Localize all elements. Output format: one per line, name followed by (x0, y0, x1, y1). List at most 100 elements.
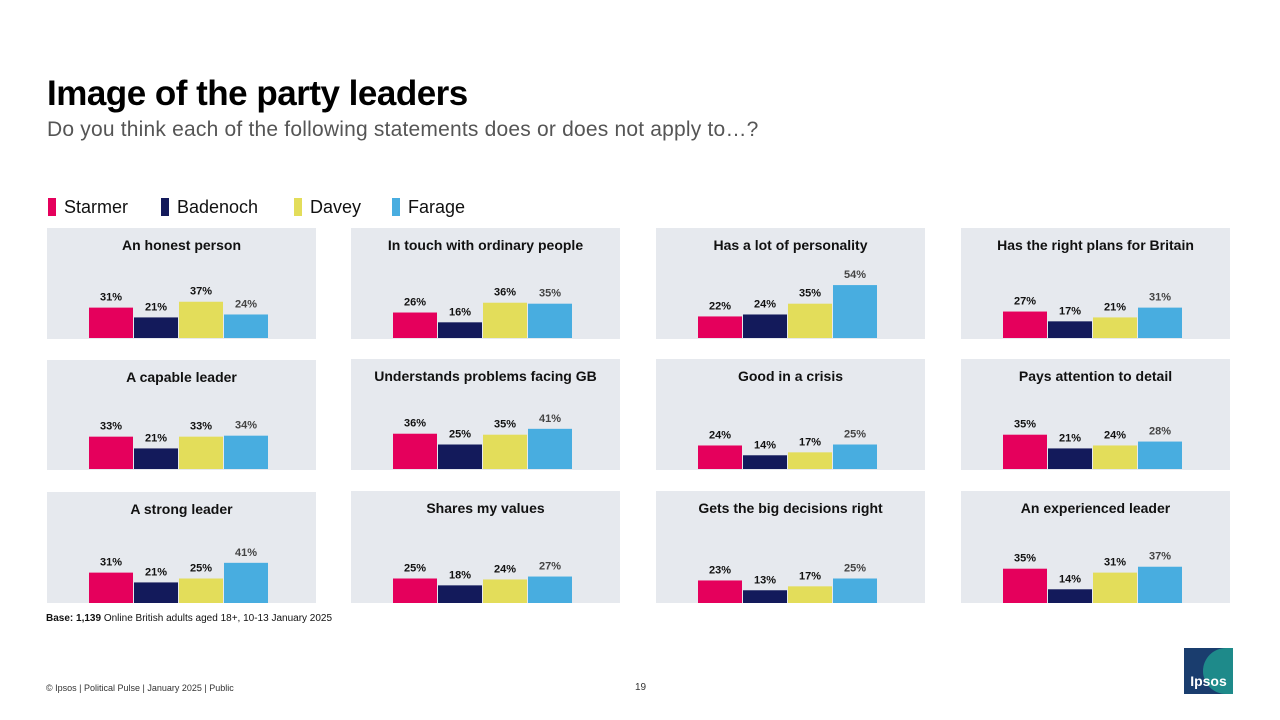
bar-farage (833, 578, 877, 603)
chart-panel: 31% 21% 37% 24% An honest person (47, 228, 316, 339)
bar-farage (833, 444, 877, 469)
data-label-starmer: 35% (1014, 553, 1036, 565)
panel-title: In touch with ordinary people (387, 237, 584, 253)
panel-title: A capable leader (126, 369, 237, 385)
bar-davey (788, 586, 832, 603)
panel-bars: 36% 25% 35% 41% (393, 413, 572, 469)
data-label-badenoch: 16% (449, 306, 471, 318)
bar-badenoch (134, 448, 178, 469)
panel-bars: 35% 21% 24% 28% (1003, 419, 1182, 469)
legend-swatch-farage (392, 198, 400, 216)
data-label-davey: 37% (190, 286, 212, 298)
panel-bars: 31% 21% 25% 41% (89, 547, 268, 603)
bar-starmer (698, 445, 742, 469)
bar-davey (179, 436, 223, 469)
base-note: Base: 1,139 Online British adults aged 1… (46, 613, 332, 624)
panel-bars: 23% 13% 17% 25% (698, 563, 877, 603)
legend-item-davey: Davey (294, 196, 361, 218)
bar-davey (1093, 572, 1137, 603)
data-label-davey: 17% (799, 436, 821, 448)
chart-panel: 35% 14% 31% 37% An experienced leader (961, 491, 1230, 603)
data-label-badenoch: 25% (449, 429, 471, 441)
data-label-farage: 34% (235, 420, 257, 432)
data-label-farage: 37% (1149, 551, 1171, 563)
bar-starmer (698, 316, 742, 338)
bar-davey (483, 434, 527, 469)
bar-starmer (89, 572, 133, 603)
data-label-badenoch: 14% (1059, 573, 1081, 585)
data-label-badenoch: 14% (754, 439, 776, 451)
data-label-farage: 41% (539, 413, 561, 425)
legend-label-badenoch: Badenoch (177, 196, 259, 217)
data-label-davey: 24% (494, 563, 516, 575)
legend-swatch-davey (294, 198, 302, 216)
data-label-badenoch: 21% (145, 432, 167, 444)
data-label-farage: 54% (844, 269, 866, 281)
bar-badenoch (1048, 589, 1092, 603)
bar-badenoch (743, 314, 787, 338)
data-label-starmer: 36% (404, 418, 426, 430)
bar-davey (788, 303, 832, 338)
bar-davey (483, 579, 527, 603)
legend-label-starmer: Starmer (64, 196, 129, 217)
data-label-starmer: 33% (100, 421, 122, 433)
data-label-starmer: 25% (404, 563, 426, 575)
panel-title: Shares my values (426, 500, 545, 516)
bar-badenoch (134, 317, 178, 338)
data-label-davey: 21% (1104, 301, 1126, 313)
chart-panel: 36% 25% 35% 41% Understands problems facing… (351, 359, 620, 470)
data-label-badenoch: 13% (754, 574, 776, 586)
data-label-davey: 25% (190, 563, 212, 575)
bar-davey (1093, 317, 1137, 338)
chart-panel: 31% 21% 25% 41% A strong leader (47, 492, 316, 603)
data-label-badenoch: 18% (449, 569, 471, 581)
bar-davey (1093, 445, 1137, 469)
data-label-badenoch: 17% (1059, 305, 1081, 317)
data-label-davey: 17% (799, 570, 821, 582)
bar-starmer (1003, 311, 1047, 338)
chart-panel: 22% 24% 35% 54% Has a lot of personality (656, 228, 925, 339)
bar-farage (224, 435, 268, 469)
panel-title: Pays attention to detail (1018, 368, 1173, 384)
bar-farage (528, 576, 572, 603)
data-label-davey: 31% (1104, 557, 1126, 569)
panel-title: Understands problems facing GB (374, 368, 597, 384)
footer-copyright: © Ipsos | Political Pulse | January 2025… (46, 683, 234, 693)
data-label-farage: 28% (1149, 426, 1171, 438)
bar-farage (224, 562, 268, 603)
legend-swatch-starmer (48, 198, 56, 216)
panel-title: Has a lot of personality (713, 237, 868, 253)
data-label-starmer: 31% (100, 557, 122, 569)
panel-bars: 26% 16% 36% 35% (393, 287, 572, 338)
base-label: Base: (46, 613, 74, 624)
chart-panel: 35% 21% 24% 28% Pays attention to detail (961, 359, 1230, 470)
page-title: Image of the party leaders (47, 74, 468, 113)
base-text: Online British adults aged 18+, 10-13 Ja… (103, 613, 333, 624)
data-label-farage: 27% (539, 561, 561, 573)
chart-panel: 27% 17% 21% 31% Has the right plans for Bri… (961, 228, 1230, 339)
data-label-davey: 35% (494, 419, 516, 431)
panel-bars: 25% 18% 24% 27% (393, 561, 572, 603)
bar-farage (1138, 441, 1182, 469)
legend-label-davey: Davey (310, 196, 362, 217)
panel-title: Good in a crisis (737, 368, 844, 384)
panel-bars: 24% 14% 17% 25% (698, 429, 877, 469)
data-label-davey: 24% (1104, 429, 1126, 441)
bar-starmer (1003, 568, 1047, 603)
bar-starmer (393, 578, 437, 603)
data-label-farage: 35% (539, 288, 561, 300)
bar-starmer (89, 436, 133, 469)
data-label-starmer: 35% (1014, 419, 1036, 431)
data-label-davey: 36% (494, 287, 516, 299)
data-label-farage: 25% (844, 563, 866, 575)
bar-farage (833, 285, 877, 338)
data-label-starmer: 27% (1014, 296, 1036, 308)
bar-badenoch (438, 585, 482, 603)
bar-badenoch (1048, 448, 1092, 469)
data-label-farage: 31% (1149, 292, 1171, 304)
panel-bars: 35% 14% 31% 37% (1003, 551, 1182, 603)
panel-bars: 33% 21% 33% 34% (89, 420, 268, 469)
panel-title: An honest person (121, 237, 241, 253)
panel-bars: 27% 17% 21% 31% (1003, 292, 1182, 338)
bar-farage (1138, 566, 1182, 603)
